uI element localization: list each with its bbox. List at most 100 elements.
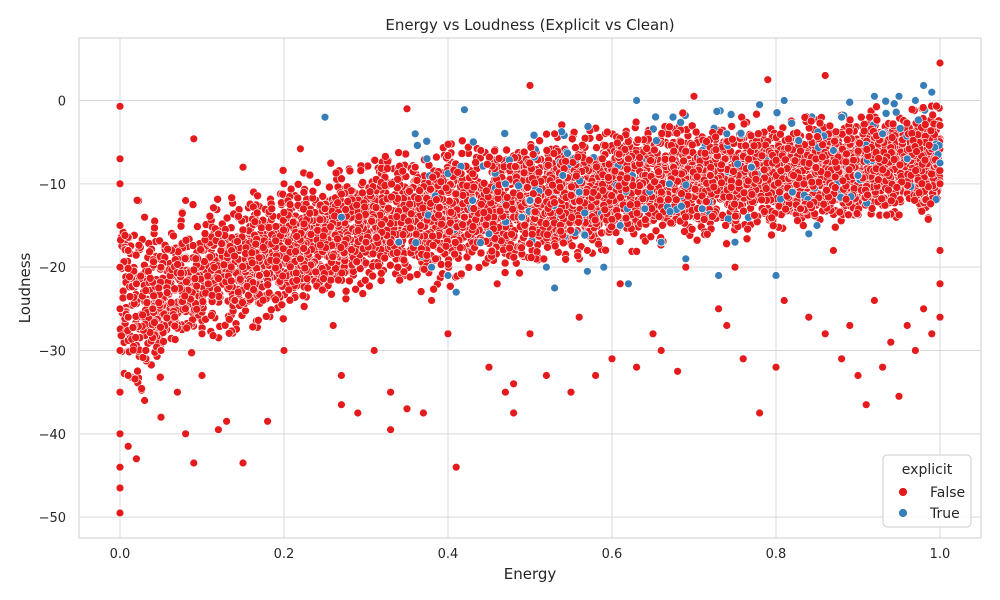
band-point bbox=[655, 195, 665, 205]
x-tick-label: 0.4 bbox=[438, 547, 459, 562]
x-tick-labels: 0.0 0.2 0.4 0.6 0.8 1.0 bbox=[110, 547, 951, 562]
x-tick-label: 0.6 bbox=[602, 547, 623, 562]
band-point bbox=[376, 276, 386, 285]
band-point bbox=[567, 134, 577, 144]
band-point bbox=[305, 170, 315, 180]
band-point bbox=[227, 193, 236, 203]
band-point bbox=[308, 186, 318, 196]
band-point bbox=[752, 109, 761, 119]
band-point bbox=[680, 227, 689, 236]
band-point bbox=[170, 335, 180, 344]
band-point bbox=[727, 122, 737, 131]
y-tick-label: −30 bbox=[39, 345, 66, 360]
band-point bbox=[474, 263, 484, 272]
band-point bbox=[781, 204, 790, 214]
x-tick-label: 0.0 bbox=[110, 547, 131, 562]
band-point bbox=[450, 249, 459, 259]
x-tick-label: 0.8 bbox=[766, 547, 787, 562]
band-point bbox=[370, 156, 380, 165]
band-point bbox=[657, 129, 667, 138]
band-point bbox=[464, 263, 474, 272]
band-point bbox=[261, 312, 271, 321]
band-point bbox=[717, 178, 726, 188]
band-point bbox=[471, 158, 480, 167]
band-point bbox=[293, 180, 303, 189]
band-point bbox=[679, 156, 688, 166]
band-point bbox=[188, 200, 198, 209]
band-point bbox=[743, 224, 752, 234]
band-point bbox=[706, 163, 716, 172]
band-point bbox=[299, 244, 309, 253]
band-point bbox=[306, 230, 316, 239]
band-point bbox=[907, 105, 917, 114]
band-point bbox=[462, 252, 472, 262]
band-point bbox=[182, 323, 191, 333]
band-point bbox=[207, 311, 216, 320]
band-point bbox=[222, 213, 232, 223]
band-point bbox=[368, 249, 378, 259]
band-point bbox=[263, 280, 273, 290]
band-point bbox=[313, 178, 322, 187]
band-point bbox=[494, 154, 504, 163]
band-point bbox=[646, 156, 655, 165]
band-point bbox=[830, 222, 840, 232]
band-point bbox=[676, 137, 686, 147]
band-point bbox=[368, 271, 378, 281]
chart-title: Energy vs Loudness (Explicit vs Clean) bbox=[385, 16, 674, 34]
band-point bbox=[601, 245, 610, 255]
band-point bbox=[331, 168, 341, 178]
band-point bbox=[345, 166, 355, 176]
band-point bbox=[341, 294, 351, 304]
band-point bbox=[386, 260, 395, 270]
band-point bbox=[502, 145, 511, 155]
band-point bbox=[145, 247, 154, 256]
band-point bbox=[463, 142, 473, 152]
band-point bbox=[131, 333, 140, 342]
band-point bbox=[844, 210, 853, 220]
y-tick-label: −10 bbox=[39, 178, 66, 193]
band-point bbox=[169, 231, 178, 241]
y-tick-label: −50 bbox=[39, 511, 66, 526]
band-point bbox=[872, 102, 881, 111]
band-point bbox=[784, 134, 793, 144]
band-point bbox=[687, 140, 697, 150]
band-point bbox=[457, 149, 467, 158]
band-point bbox=[500, 268, 510, 277]
band-point bbox=[299, 187, 309, 197]
band-point bbox=[381, 152, 390, 161]
band-point bbox=[358, 188, 367, 198]
y-tick-label: −40 bbox=[39, 428, 66, 443]
band-point bbox=[658, 221, 667, 230]
band-point bbox=[293, 193, 303, 203]
band-point bbox=[278, 166, 288, 175]
band-point bbox=[303, 283, 313, 293]
band-point bbox=[567, 241, 577, 250]
band-point bbox=[327, 289, 336, 299]
band-point bbox=[358, 178, 368, 187]
band-point bbox=[542, 129, 551, 139]
band-point bbox=[341, 286, 351, 296]
band-point bbox=[395, 275, 405, 285]
band-point bbox=[476, 248, 486, 258]
band-point bbox=[667, 155, 677, 164]
band-point bbox=[118, 293, 128, 303]
band-point bbox=[615, 237, 625, 246]
band-point bbox=[224, 328, 234, 338]
band-point bbox=[238, 225, 248, 235]
x-tick-label: 0.2 bbox=[274, 547, 295, 562]
band-point bbox=[739, 119, 749, 129]
y-tick-label: 0 bbox=[58, 95, 66, 110]
band-point bbox=[299, 302, 309, 311]
band-point bbox=[687, 225, 697, 234]
band-point bbox=[358, 289, 368, 298]
band-point bbox=[353, 226, 363, 235]
band-point bbox=[192, 281, 201, 291]
band-point bbox=[669, 146, 679, 156]
band-point bbox=[257, 223, 266, 233]
band-point bbox=[856, 112, 866, 122]
band-point bbox=[193, 222, 202, 231]
dense-point-band bbox=[116, 96, 945, 395]
band-point bbox=[318, 192, 328, 201]
band-point bbox=[220, 320, 230, 330]
